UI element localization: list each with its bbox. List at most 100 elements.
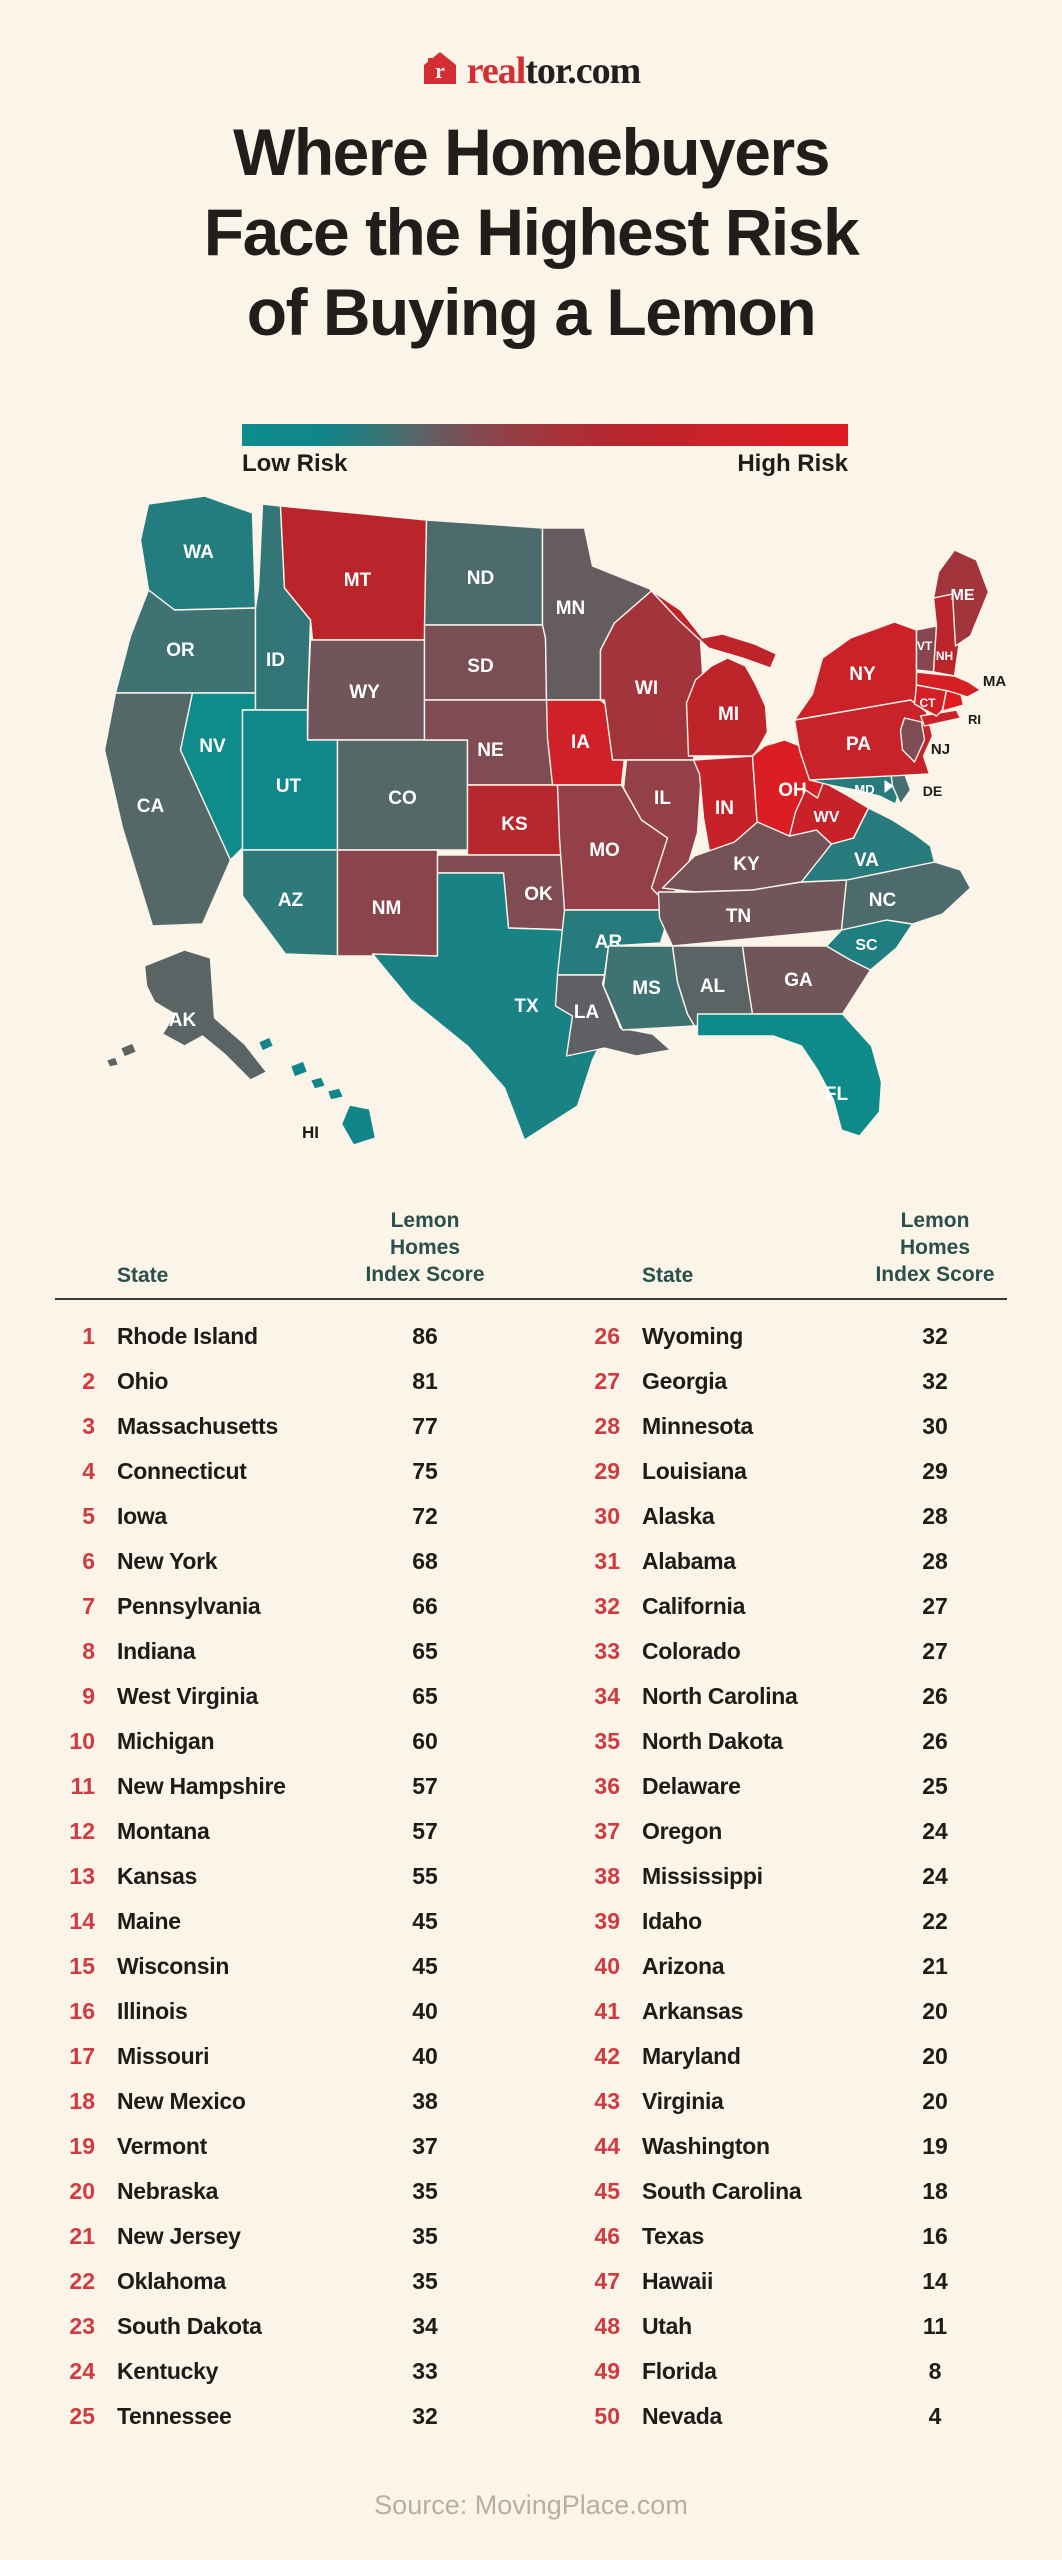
state-label-DE: DE xyxy=(923,783,942,799)
score-cell: 75 xyxy=(412,1458,438,1484)
state-cell: Washington xyxy=(642,2133,770,2159)
state-label-ID: ID xyxy=(266,650,285,671)
state-shape-HI xyxy=(326,1087,345,1101)
state-label-NV: NV xyxy=(199,736,226,757)
state-cell: Michigan xyxy=(117,1728,215,1754)
state-cell: Alabama xyxy=(642,1548,736,1574)
state-cell: Massachusetts xyxy=(117,1413,279,1439)
state-WV: WV xyxy=(788,781,870,845)
rank-cell: 47 xyxy=(594,2268,620,2294)
state-cell: Nevada xyxy=(642,2403,723,2429)
rank-cell: 42 xyxy=(594,2043,620,2069)
state-label-FL: FL xyxy=(825,1084,849,1105)
state-NM: NM xyxy=(336,849,439,957)
state-shape-MI xyxy=(685,657,769,757)
state-shape-HI xyxy=(257,1036,275,1052)
score-cell: 40 xyxy=(412,1998,438,2024)
table-row: 5 Iowa 72 30 Alaska 28 xyxy=(55,1494,1062,1539)
state-cell: Missouri xyxy=(117,2043,210,2069)
score-cell: 65 xyxy=(412,1638,438,1664)
rank-cell: 44 xyxy=(594,2133,620,2159)
rank-cell: 40 xyxy=(594,1953,620,1979)
state-label-CT: CT xyxy=(920,696,937,710)
state-MA: MA xyxy=(915,671,1006,698)
state-shape-FL xyxy=(696,1013,883,1137)
score-cell: 60 xyxy=(412,1728,438,1754)
score-cell: 65 xyxy=(412,1683,438,1709)
state-cell: Kentucky xyxy=(117,2358,219,2384)
risk-legend-labels: Low Risk High Risk xyxy=(242,450,848,478)
table-row: 8 Indiana 65 33 Colorado 27 xyxy=(55,1629,1062,1674)
rank-cell: 6 xyxy=(82,1548,95,1574)
state-label-WV: WV xyxy=(814,809,840,826)
score-header-line2: Index Score xyxy=(365,1263,485,1286)
rank-cell: 33 xyxy=(594,1638,620,1664)
state-shape-AK xyxy=(143,949,268,1081)
score-cell: 45 xyxy=(412,1908,438,1934)
score-cell: 8 xyxy=(928,2358,942,2384)
table-row: 7 Pennsylvania 66 32 California 27 xyxy=(55,1584,1062,1629)
table-header: State Lemon Homes Index Score State Lemon… xyxy=(55,1204,1062,1292)
state-label-RI: RI xyxy=(968,712,981,727)
source-credit: Source: MovingPlace.com xyxy=(374,2490,688,2520)
score-cell: 28 xyxy=(922,1548,948,1574)
state-cell: Wisconsin xyxy=(117,1953,230,1979)
state-label-OH: OH xyxy=(778,780,807,801)
state-cell: California xyxy=(642,1593,746,1619)
state-cell: Oregon xyxy=(642,1818,722,1844)
score-cell: 66 xyxy=(412,1593,438,1619)
score-cell: 72 xyxy=(412,1503,438,1529)
table-row: 14 Maine 45 39 Idaho 22 xyxy=(55,1899,1062,1944)
score-cell: 19 xyxy=(922,2133,948,2159)
rank-cell: 14 xyxy=(69,1908,95,1934)
state-cell: Florida xyxy=(642,2358,717,2384)
state-label-NM: NM xyxy=(372,898,402,919)
rank-cell: 34 xyxy=(594,1683,620,1709)
state-label-KY: KY xyxy=(733,854,760,875)
state-shape-MI xyxy=(649,589,778,669)
state-CO: CO xyxy=(336,739,469,851)
state-cell: Mississippi xyxy=(642,1863,763,1889)
risk-gradient-bar xyxy=(242,424,848,446)
rank-cell: 18 xyxy=(69,2088,95,2114)
table-row: 16 Illinois 40 41 Arkansas 20 xyxy=(55,1989,1062,2034)
state-cell: New Hampshire xyxy=(117,1773,286,1799)
state-OR: OR xyxy=(114,589,257,694)
score-cell: 20 xyxy=(922,2043,948,2069)
score-cell: 27 xyxy=(922,1638,948,1664)
state-label-SD: SD xyxy=(467,656,493,677)
state-cell: Illinois xyxy=(117,1998,188,2024)
score-cell: 86 xyxy=(412,1323,438,1349)
state-label-NC: NC xyxy=(869,890,897,911)
state-label-OK: OK xyxy=(524,884,553,905)
table-row: 15 Wisconsin 45 40 Arizona 21 xyxy=(55,1944,1062,1989)
state-label-AK: AK xyxy=(169,1010,197,1031)
score-cell: 26 xyxy=(922,1683,948,1709)
state-cell: Rhode Island xyxy=(117,1323,258,1349)
state-cell: Texas xyxy=(642,2223,705,2249)
state-label-VA: VA xyxy=(854,850,879,871)
state-cell: Wyoming xyxy=(642,1323,743,1349)
state-cell: Nebraska xyxy=(117,2178,219,2204)
state-label-IL: IL xyxy=(654,788,671,809)
col-header-state-right: State xyxy=(642,1264,694,1287)
state-MI: MI xyxy=(649,589,778,757)
rank-cell: 45 xyxy=(594,2178,620,2204)
state-AZ: AZ xyxy=(241,849,339,957)
state-label-AL: AL xyxy=(700,976,726,997)
score-cell: 32 xyxy=(922,1368,948,1394)
state-cell: Maine xyxy=(117,1908,181,1934)
state-shape-HI xyxy=(340,1104,377,1146)
state-label-MT: MT xyxy=(344,570,372,591)
col-header-state-left: State xyxy=(117,1264,169,1287)
score-cell: 40 xyxy=(412,2043,438,2069)
table-row: 24 Kentucky 33 49 Florida 8 xyxy=(55,2349,1062,2394)
realtor-logo: r realtor.com xyxy=(0,50,1062,91)
state-label-TX: TX xyxy=(514,996,539,1017)
score-cell: 28 xyxy=(922,1503,948,1529)
svg-text:r: r xyxy=(435,58,445,83)
score-cell: 29 xyxy=(922,1458,948,1484)
rank-cell: 21 xyxy=(69,2223,95,2249)
score-cell: 32 xyxy=(412,2403,438,2429)
